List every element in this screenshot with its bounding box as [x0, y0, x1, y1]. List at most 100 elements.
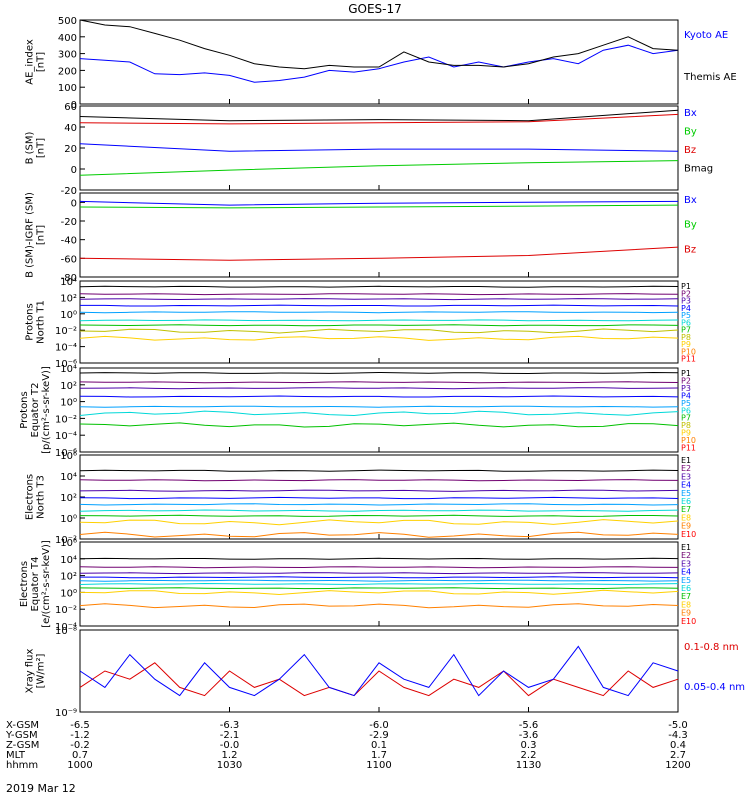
panel-frame	[79, 454, 679, 540]
channel-line-E6	[79, 509, 679, 512]
x-row-label: X-GSM	[6, 720, 39, 731]
x-row-value: 1.2	[222, 750, 238, 761]
y-tick-label: 500	[58, 16, 77, 27]
y-axis-label: North T1	[36, 300, 47, 344]
x-row-value: 1000	[67, 760, 92, 771]
y-tick-label: 10⁻⁹	[55, 708, 77, 719]
channel-label: P5	[681, 311, 691, 320]
channel-line-E8	[79, 519, 679, 526]
series-line-3	[79, 113, 679, 125]
channel-line-E1	[79, 557, 679, 560]
channel-label: E3	[681, 559, 691, 568]
panel-4: 10⁴ 10² 10⁰ 10⁻² 10⁻⁴ 10⁻⁶ Protons North T1 P1P2…	[25, 277, 697, 370]
y-tick-label: 10⁶	[60, 451, 77, 462]
x-row-value: -5.6	[519, 720, 539, 731]
y-tick-label: 10⁻⁴	[55, 343, 77, 354]
panel-frame	[79, 280, 679, 364]
legend-entry: Bx	[684, 108, 697, 119]
channel-line-E3	[79, 489, 679, 492]
channel-label: P4	[681, 391, 691, 400]
channel-label: P4	[681, 304, 691, 313]
x-row-value: -6.5	[70, 720, 90, 731]
legend-entry: Bz	[684, 145, 696, 156]
legend-entry: Themis AE	[683, 72, 737, 83]
y-tick-label: 10⁰	[60, 514, 77, 525]
panel-7: 10⁶ 10⁴ 10² 10⁰ 10⁻² 10⁻⁴ Electrons Equator T4[…	[19, 538, 696, 633]
x-row-value: -6.3	[220, 720, 240, 731]
x-row-label: hhmm	[6, 760, 38, 771]
channel-line-E9	[79, 603, 679, 609]
y-axis-label: [W/m²]	[36, 653, 47, 688]
y-axis-label: [nT]	[36, 52, 47, 72]
channel-line-P1	[79, 285, 679, 288]
x-row-value: -2.9	[369, 730, 389, 741]
y-axis-label: B (SM)-IGRF (SM)	[25, 192, 36, 278]
channel-label: P8	[681, 333, 691, 342]
channel-line-E7	[79, 587, 679, 590]
channel-line-E7	[79, 514, 679, 517]
series-line-1	[79, 143, 679, 152]
y-tick-label: -80	[61, 273, 77, 284]
y-tick-label: 400	[58, 33, 77, 44]
x-row-value: 0.1	[371, 740, 387, 751]
x-row-value: -6.0	[369, 720, 389, 731]
y-axis-label: Xray flux	[25, 649, 36, 694]
legend-entry: By	[684, 127, 697, 138]
y-tick-label: 10⁻⁶	[55, 359, 77, 370]
y-tick-label: 10⁻²	[55, 414, 77, 425]
channel-label: P9	[681, 340, 691, 349]
panel-5: 10⁴ 10² 10⁰ 10⁻² 10⁻⁴ 10⁻⁶ Protons Equator T2 [p…	[19, 364, 696, 459]
channel-line-P7	[79, 324, 679, 327]
channel-label: P11	[681, 444, 696, 453]
y-tick-label: 200	[58, 66, 77, 77]
x-row-value: 1200	[665, 760, 690, 771]
legend-entry: Bx	[684, 195, 697, 206]
channel-label: E9	[681, 522, 691, 531]
channel-line-E8	[79, 589, 679, 596]
y-tick-label: 40	[64, 123, 77, 134]
channel-label: P1	[681, 369, 691, 378]
y-axis-label: [p/(cm²-s-sr-keV)]	[41, 366, 52, 454]
plot-title: GOES-17	[348, 2, 402, 16]
channel-label: P2	[681, 289, 691, 298]
x-row-label: Y-GSM	[5, 730, 38, 741]
series-line-2	[79, 204, 679, 209]
channel-label: E6	[681, 497, 691, 506]
channel-line-E1	[79, 469, 679, 472]
channel-label: E8	[681, 513, 691, 522]
channel-line-E6	[79, 582, 679, 586]
channel-line-E9	[79, 531, 679, 538]
channel-label: P6	[681, 318, 691, 327]
channel-label: E4	[681, 481, 691, 490]
panel-3: -80 -60 -40 -20 0 B (SM)-IGRF (SM) [nT] Bx By Bz	[25, 192, 697, 284]
y-tick-label: 10²	[60, 293, 77, 304]
y-tick-label: 20	[64, 144, 77, 155]
series-line-1	[79, 662, 679, 697]
y-tick-label: 10⁻⁸	[55, 626, 77, 637]
x-row-value: 2.7	[670, 750, 686, 761]
y-axis-label: [nT]	[36, 138, 47, 158]
y-tick-label: -40	[61, 236, 77, 247]
channel-label: P8	[681, 421, 691, 430]
x-row-label: Z-GSM	[6, 740, 39, 751]
y-tick-label: -60	[61, 254, 77, 265]
channel-line-P3	[79, 387, 679, 390]
x-row-value: -3.6	[519, 730, 539, 741]
x-row-label: MLT	[6, 750, 26, 761]
y-tick-label: 300	[58, 50, 77, 61]
channel-line-E5	[79, 503, 679, 506]
x-row-value: 2.2	[521, 750, 537, 761]
y-tick-label: 10⁻²	[55, 326, 77, 337]
channel-line-P5	[79, 311, 679, 314]
y-tick-label: 10⁴	[60, 472, 77, 483]
y-tick-label: -20	[61, 186, 77, 197]
channel-line-E4	[80, 576, 679, 579]
channel-line-P2	[79, 293, 679, 296]
y-axis-label: Protons	[19, 391, 30, 428]
panel-frame	[79, 367, 679, 453]
channel-label: P9	[681, 429, 691, 438]
y-tick-label: 100	[58, 83, 77, 94]
channel-label: E3	[681, 472, 691, 481]
y-axis-label: B (SM)	[25, 131, 36, 164]
channel-label: E10	[681, 617, 696, 626]
